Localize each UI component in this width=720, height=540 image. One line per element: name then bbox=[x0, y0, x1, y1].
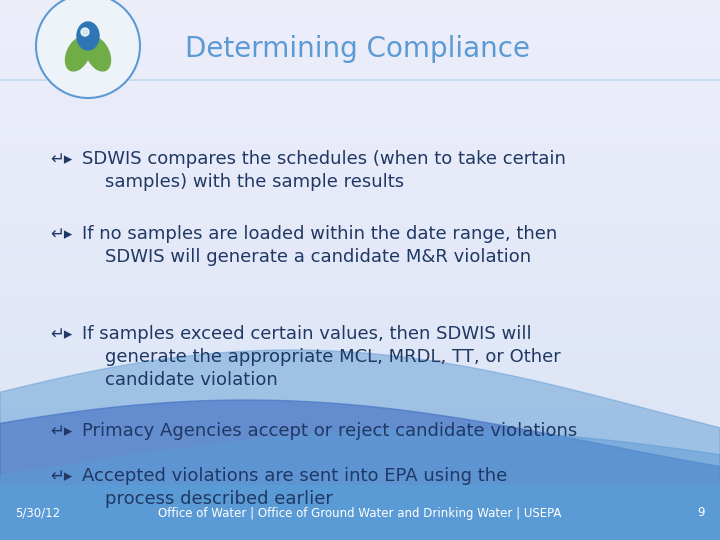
Ellipse shape bbox=[81, 28, 89, 36]
Text: 5/30/12: 5/30/12 bbox=[15, 507, 60, 519]
Circle shape bbox=[37, 0, 139, 97]
Text: SDWIS compares the schedules (when to take certain
    samples) with the sample : SDWIS compares the schedules (when to ta… bbox=[82, 150, 566, 191]
Ellipse shape bbox=[77, 22, 99, 50]
Text: ↵▸: ↵▸ bbox=[50, 467, 72, 485]
Ellipse shape bbox=[66, 37, 91, 71]
Text: ↵▸: ↵▸ bbox=[50, 325, 72, 343]
Bar bbox=[0, 485, 720, 540]
Text: Office of Water | Office of Ground Water and Drinking Water | USEPA: Office of Water | Office of Ground Water… bbox=[158, 507, 562, 519]
Text: Determining Compliance: Determining Compliance bbox=[185, 35, 530, 63]
Ellipse shape bbox=[86, 37, 111, 71]
Polygon shape bbox=[0, 430, 720, 540]
Text: ↵▸: ↵▸ bbox=[50, 150, 72, 168]
Text: ↵▸: ↵▸ bbox=[50, 422, 72, 440]
Text: If no samples are loaded within the date range, then
    SDWIS will generate a c: If no samples are loaded within the date… bbox=[82, 225, 557, 266]
Text: 9: 9 bbox=[698, 507, 705, 519]
Text: ↵▸: ↵▸ bbox=[50, 225, 72, 243]
Text: Primacy Agencies accept or reject candidate violations: Primacy Agencies accept or reject candid… bbox=[82, 422, 577, 440]
Text: Accepted violations are sent into EPA using the
    process described earlier: Accepted violations are sent into EPA us… bbox=[82, 467, 508, 508]
Text: If samples exceed certain values, then SDWIS will
    generate the appropriate M: If samples exceed certain values, then S… bbox=[82, 325, 561, 389]
Polygon shape bbox=[0, 350, 720, 540]
Polygon shape bbox=[0, 400, 720, 540]
